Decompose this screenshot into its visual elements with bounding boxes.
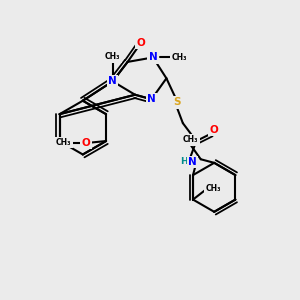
Text: O: O	[137, 38, 146, 47]
Text: N: N	[188, 157, 197, 167]
Text: CH₃: CH₃	[171, 53, 187, 62]
Text: N: N	[188, 157, 197, 167]
Text: N: N	[148, 52, 158, 62]
Text: O: O	[81, 137, 90, 148]
Text: N: N	[147, 94, 156, 104]
Text: S: S	[174, 97, 181, 107]
Text: CH₃: CH₃	[205, 184, 221, 193]
Text: CH₃: CH₃	[56, 138, 71, 147]
Text: H: H	[180, 158, 187, 166]
Text: H: H	[180, 158, 187, 166]
Text: O: O	[81, 137, 90, 148]
Text: N: N	[147, 94, 156, 104]
Text: O: O	[210, 125, 219, 135]
Text: S: S	[174, 97, 181, 107]
Text: N: N	[148, 52, 158, 62]
Text: O: O	[210, 125, 219, 135]
Text: CH₃: CH₃	[183, 135, 198, 144]
Text: CH₃: CH₃	[105, 52, 120, 61]
Text: N: N	[108, 76, 117, 86]
Text: N: N	[108, 76, 117, 86]
Text: O: O	[137, 38, 146, 47]
